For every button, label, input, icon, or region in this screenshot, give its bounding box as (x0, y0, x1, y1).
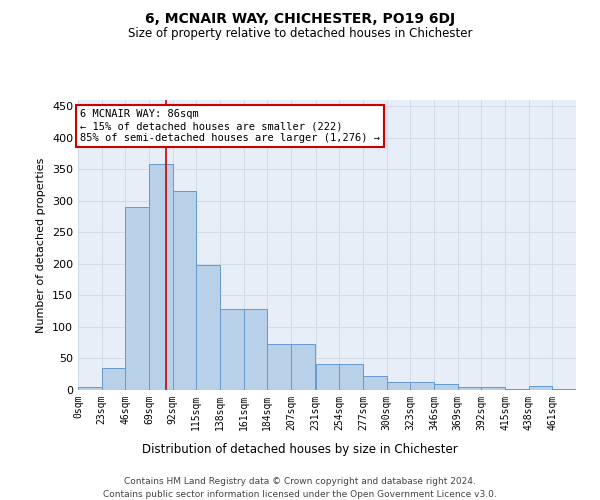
Bar (173, 192, 196, 390)
Text: 6 MCNAIR WAY: 86sqm
← 15% of detached houses are smaller (222)
85% of semi-detac: 6 MCNAIR WAY: 86sqm ← 15% of detached ho… (80, 110, 380, 142)
Bar (458, 388, 481, 390)
Bar (125, 207, 149, 390)
Bar (149, 164, 173, 390)
Text: 6, MCNAIR WAY, CHICHESTER, PO19 6DJ: 6, MCNAIR WAY, CHICHESTER, PO19 6DJ (145, 12, 455, 26)
Text: Size of property relative to detached houses in Chichester: Size of property relative to detached ho… (128, 28, 472, 40)
Text: Contains public sector information licensed under the Open Government Licence v3: Contains public sector information licen… (103, 490, 497, 499)
Bar (340, 364, 363, 390)
Bar (363, 376, 386, 390)
Y-axis label: Number of detached properties: Number of detached properties (37, 158, 46, 332)
Text: Contains HM Land Registry data © Crown copyright and database right 2024.: Contains HM Land Registry data © Crown c… (124, 478, 476, 486)
Bar (196, 265, 220, 390)
Bar (78, 387, 101, 390)
Bar (268, 344, 291, 390)
Bar (316, 364, 340, 390)
Bar (291, 344, 314, 390)
Bar (220, 310, 244, 390)
Bar (101, 368, 125, 390)
Bar (434, 384, 458, 390)
Bar (481, 388, 505, 390)
Bar (505, 388, 529, 390)
Bar (410, 382, 434, 390)
Bar (553, 388, 576, 390)
Bar (244, 310, 268, 390)
Bar (529, 386, 553, 390)
Bar (386, 382, 410, 390)
Text: Distribution of detached houses by size in Chichester: Distribution of detached houses by size … (142, 442, 458, 456)
